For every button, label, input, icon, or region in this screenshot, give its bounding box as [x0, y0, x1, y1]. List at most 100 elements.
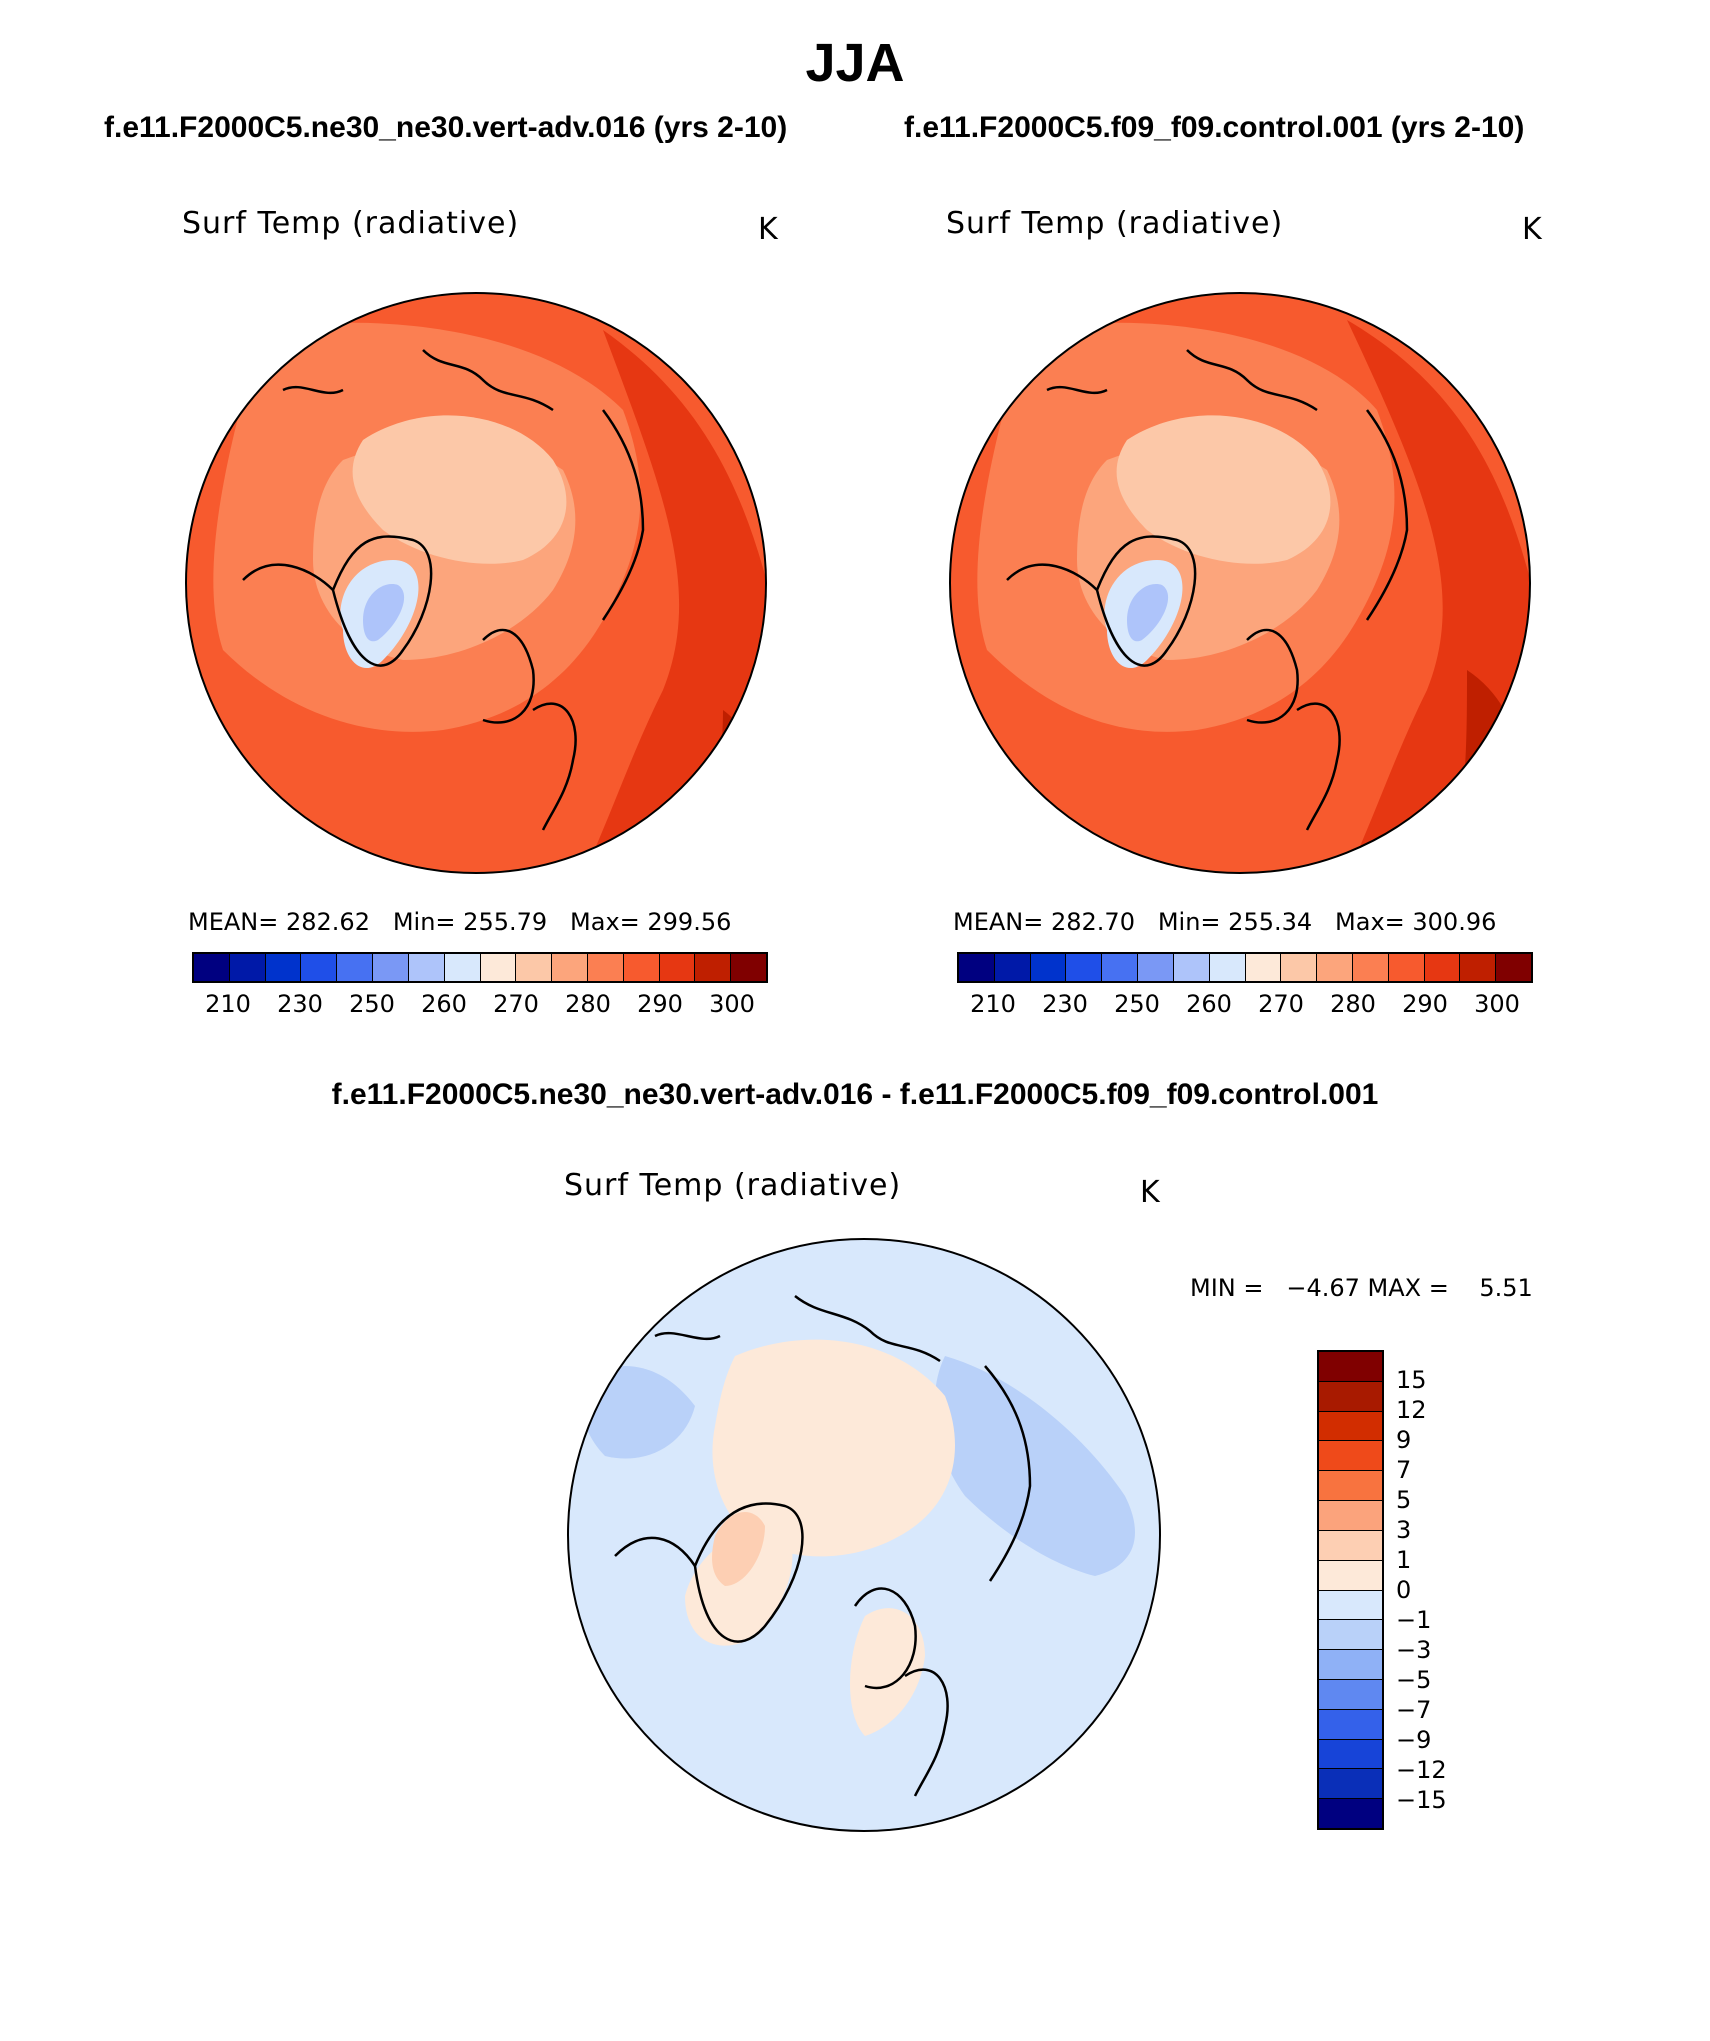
colorbar-swatch	[1319, 1441, 1382, 1472]
colorbar-tick-label: 3	[1396, 1516, 1412, 1544]
colorbar-swatch	[516, 954, 553, 981]
colorbar-swatch	[480, 954, 517, 981]
colorbar-swatch	[1319, 1411, 1382, 1442]
colorbar-tick-label: 270	[1258, 990, 1304, 1018]
colorbar-swatch	[1496, 954, 1531, 981]
colorbar-tick-label: 290	[1402, 990, 1448, 1018]
coastlines	[242, 349, 645, 831]
difference-units: K	[1140, 1175, 1160, 1210]
colorbar-swatch	[1209, 954, 1246, 981]
colorbar-swatch	[1319, 1381, 1382, 1412]
map-boundary	[185, 292, 767, 874]
colorbar-swatch	[265, 954, 302, 981]
colorbar-swatch	[587, 954, 624, 981]
colorbar-tick-label: 5	[1396, 1486, 1412, 1514]
colorbar-tick-label: 270	[493, 990, 539, 1018]
arctic-ocean-region	[1116, 415, 1331, 564]
difference-variable-title: Surf Temp (radiative)	[564, 1168, 902, 1203]
difference-colorbar-labels: 15 12 9 7 5 3 1 0 −1 −3 −5 −7 −9 −12 −15	[1396, 1350, 1476, 1830]
colorbar-swatch	[695, 954, 732, 981]
colorbar-swatch	[1319, 1650, 1382, 1680]
colorbar-tick-label: 210	[205, 990, 251, 1018]
colorbar-swatch	[1319, 1590, 1382, 1621]
colorbar-tick-label: 210	[970, 990, 1016, 1018]
colorbar-swatch	[1173, 954, 1210, 981]
arctic-ocean-region	[352, 415, 567, 564]
colorbar-swatch	[1317, 954, 1353, 981]
positive-anomaly-region	[712, 1339, 955, 1557]
colorbar-tick-label: 300	[1474, 990, 1520, 1018]
colorbar-swatch	[337, 954, 374, 981]
colorbar-swatch	[444, 954, 481, 981]
difference-colorbar	[1317, 1350, 1384, 1830]
colorbar-swatch	[1138, 954, 1174, 981]
right-case-title: f.e11.F2000C5.f09_f09.control.001 (yrs 2…	[904, 111, 1525, 144]
colorbar-swatch	[1319, 1769, 1382, 1800]
colorbar-swatch	[659, 954, 696, 981]
colorbar-swatch	[229, 954, 266, 981]
right-variable-title: Surf Temp (radiative)	[946, 206, 1284, 241]
colorbar-swatch	[301, 954, 338, 981]
colorbar-swatch	[194, 954, 230, 981]
colorbar-tick-label: 280	[565, 990, 611, 1018]
colorbar-swatch	[373, 954, 409, 981]
colorbar-swatch	[1245, 954, 1282, 981]
colorbar-tick-label: −1	[1396, 1606, 1432, 1634]
colorbar-swatch	[1319, 1530, 1382, 1561]
colorbar-tick-label: −9	[1396, 1726, 1432, 1754]
colorbar-tick-label: −3	[1396, 1636, 1432, 1664]
colorbar-swatch	[1319, 1709, 1382, 1740]
left-variable-title: Surf Temp (radiative)	[182, 206, 520, 241]
colorbar-tick-label: 230	[1042, 990, 1088, 1018]
right-colorbar	[957, 952, 1533, 983]
positive-anomaly-greenland	[685, 1526, 793, 1646]
colorbar-swatch	[1319, 1620, 1382, 1651]
colorbar-tick-label: 0	[1396, 1576, 1412, 1604]
colorbar-tick-label: 250	[349, 990, 395, 1018]
colorbar-swatch	[1102, 954, 1139, 981]
colorbar-swatch	[959, 954, 995, 981]
greenland-interior	[1127, 584, 1169, 642]
colorbar-swatch	[1281, 954, 1318, 981]
colorbar-tick-label: 12	[1396, 1396, 1427, 1424]
colorbar-swatch	[1319, 1352, 1382, 1382]
right-colorbar-labels: 210 230 250 260 270 280 290 300	[957, 990, 1533, 1020]
colorbar-tick-label: 1	[1396, 1546, 1412, 1574]
right-polar-map	[949, 292, 1531, 874]
colorbar-swatch	[1319, 1739, 1382, 1770]
colorbar-swatch	[994, 954, 1031, 981]
colorbar-swatch	[1030, 954, 1067, 981]
colorbar-tick-label: 250	[1114, 990, 1160, 1018]
colorbar-swatch	[408, 954, 445, 981]
colorbar-tick-label: 300	[709, 990, 755, 1018]
colorbar-swatch	[552, 954, 588, 981]
colorbar-tick-label: 260	[421, 990, 467, 1018]
colorbar-tick-label: 290	[637, 990, 683, 1018]
difference-minmax: MIN = −4.67 MAX = 5.51	[1190, 1274, 1533, 1302]
colorbar-tick-label: 230	[277, 990, 323, 1018]
colorbar-tick-label: −7	[1396, 1696, 1432, 1724]
colorbar-swatch	[1066, 954, 1103, 981]
colorbar-tick-label: −15	[1396, 1786, 1447, 1814]
colorbar-tick-label: 7	[1396, 1456, 1412, 1484]
negative-anomaly-region	[934, 1356, 1135, 1576]
colorbar-swatch	[1460, 954, 1497, 981]
negative-anomaly-region-west	[581, 1366, 695, 1459]
coastlines	[614, 1295, 1032, 1797]
colorbar-swatch	[1319, 1471, 1382, 1502]
colorbar-swatch	[1319, 1501, 1382, 1531]
left-stats: MEAN= 282.62 Min= 255.79 Max= 299.56	[188, 908, 732, 936]
colorbar-swatch	[1319, 1679, 1382, 1710]
colorbar-tick-label: 260	[1186, 990, 1232, 1018]
colorbar-swatch	[1352, 954, 1389, 981]
left-colorbar	[192, 952, 768, 983]
positive-anomaly-scandinavia	[850, 1608, 925, 1736]
colorbar-swatch	[1424, 954, 1461, 981]
left-case-title: f.e11.F2000C5.ne30_ne30.vert-adv.016 (yr…	[104, 111, 788, 144]
colorbar-tick-label: 9	[1396, 1426, 1412, 1454]
figure-title: JJA	[805, 33, 905, 93]
coastlines	[1006, 349, 1409, 831]
difference-polar-map	[567, 1238, 1161, 1832]
colorbar-swatch	[1388, 954, 1425, 981]
right-units: K	[1522, 212, 1542, 247]
